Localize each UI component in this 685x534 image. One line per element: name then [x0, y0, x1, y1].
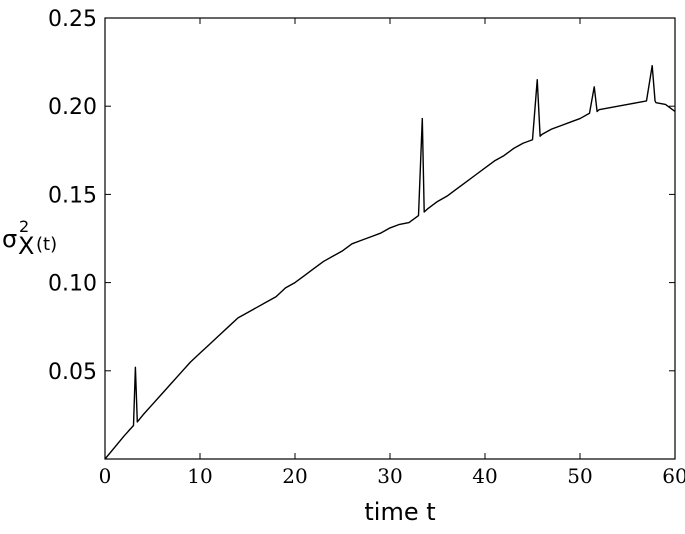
y-tick-label: 0.15 — [48, 183, 97, 208]
y-axis-label-subscript: X — [18, 232, 34, 260]
x-tick-label: 10 — [187, 464, 212, 488]
y-tick-label: 0.05 — [48, 360, 97, 385]
svg-text:X: X — [18, 232, 34, 260]
y-tick-label: 0.25 — [48, 7, 97, 32]
x-tick-label: 50 — [567, 464, 592, 488]
x-axis-tick-labels: 0 10 20 30 40 50 60 — [99, 464, 685, 488]
plot-frame — [104, 17, 676, 460]
x-tick-label: 40 — [472, 464, 497, 488]
svg-text:(t): (t) — [36, 234, 57, 255]
series-line — [104, 64, 676, 460]
y-tick-label: 0.20 — [48, 95, 97, 120]
x-tick-label: 60 — [662, 464, 685, 488]
svg-text:σ: σ — [2, 225, 17, 253]
y-axis-label-suffix: (t) — [36, 234, 57, 255]
x-tick-label: 20 — [282, 464, 307, 488]
x-tick-label: 30 — [377, 464, 402, 488]
x-axis-ticks — [104, 18, 676, 459]
y-axis-label-base: σ — [2, 225, 17, 253]
y-tick-label: 0.10 — [48, 272, 97, 297]
x-tick-label: 0 — [99, 464, 112, 488]
y-axis-label-superscript: 2 — [19, 217, 29, 236]
series-layer — [104, 64, 676, 460]
x-axis-label: time t — [364, 498, 435, 526]
y-axis-tick-labels: 0.05 0.10 0.15 0.20 0.25 — [48, 7, 97, 385]
y-axis-label: σ 2 X (t) — [2, 217, 57, 260]
y-axis-ticks — [105, 17, 675, 372]
svg-text:2: 2 — [19, 217, 29, 236]
